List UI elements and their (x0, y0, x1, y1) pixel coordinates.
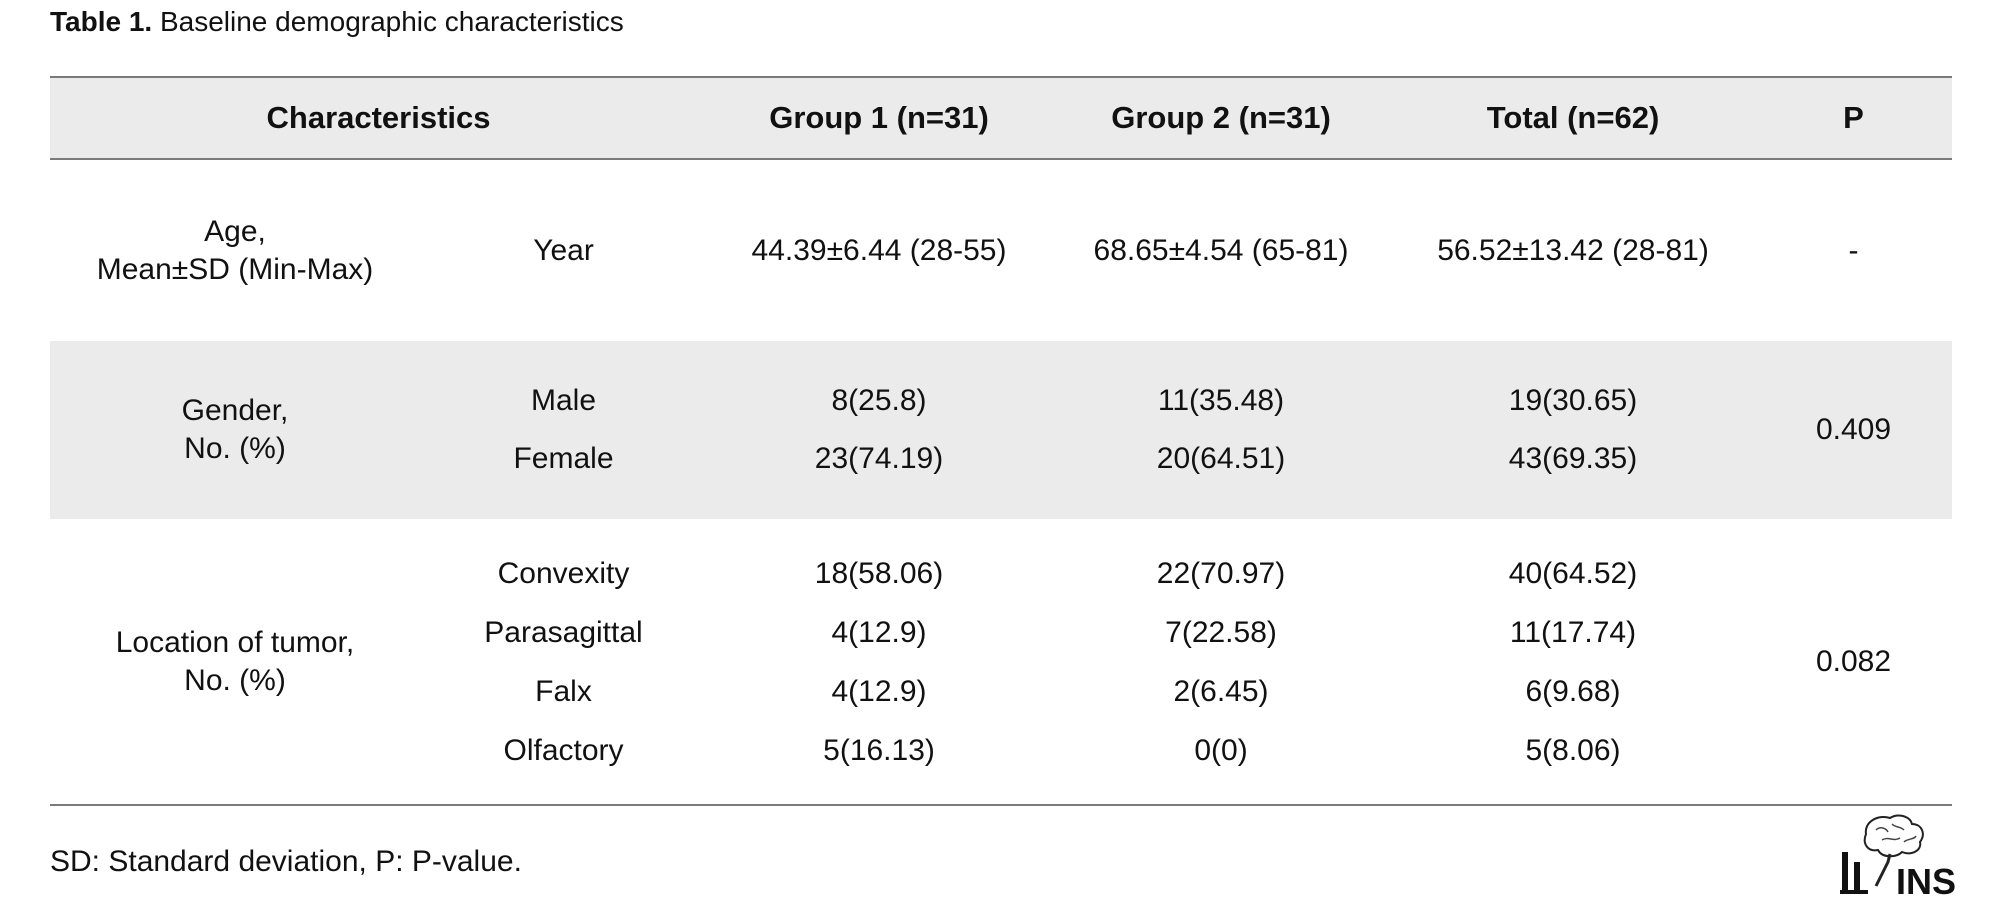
gender-group1-male: 8(25.8) (831, 384, 927, 417)
gender-p-cell: 0.409 (1815, 413, 1892, 446)
gender-group2-cell: 11(35.48) 20(64.51) (1051, 341, 1391, 519)
location-sub-falx: Falx (535, 674, 592, 708)
location-total-falx: 6(9.68) (1525, 674, 1621, 708)
table-row-gender: Gender, No. (%) Male Female 8(25.8) 23(7… (50, 341, 1953, 519)
age-label-line2: Mean±SD (Min-Max) (96, 252, 374, 286)
location-group1-falx: 4(12.9) (831, 674, 927, 708)
header-total: Total (n=62) (1391, 76, 1756, 160)
table-caption-label: Table 1. (50, 6, 153, 37)
gender-sub-female: Female (513, 442, 614, 475)
gender-sub-cell: Male Female (420, 341, 707, 519)
location-label-line1: Location of tumor, (115, 625, 355, 659)
location-sub-parasagittal: Parasagittal (484, 615, 643, 649)
location-total-convexity: 40(64.52) (1508, 556, 1638, 590)
location-sub-olfactory: Olfactory (503, 733, 624, 767)
location-label-cell: Location of tumor, No. (%) (50, 519, 420, 806)
location-total-parasagittal: 11(17.74) (1509, 615, 1637, 649)
table-header-row: Characteristics Group 1 (n=31) Group 2 (… (50, 76, 1953, 160)
location-group1-convexity: 18(58.06) (814, 556, 944, 590)
brain-spine-logo-icon: INS (1838, 812, 1958, 902)
gender-group1-female: 23(74.19) (814, 442, 944, 475)
location-group1-olfactory: 5(16.13) (823, 733, 935, 767)
demographics-table: Characteristics Group 1 (n=31) Group 2 (… (50, 76, 1953, 806)
gender-group1-cell: 8(25.8) 23(74.19) (707, 341, 1051, 519)
logo-text: INS (1896, 861, 1956, 898)
header-characteristics: Characteristics (50, 76, 708, 160)
gender-label-line2: No. (%) (184, 432, 286, 465)
table-row-age: Age, Mean±SD (Min-Max) Year 44.39±6.44 (… (50, 159, 1952, 341)
age-label-line1: Age, (204, 214, 266, 248)
location-label-line2: No. (%) (184, 663, 286, 697)
gender-label-line1: Gender, (181, 394, 289, 427)
location-group2-convexity: 22(70.97) (1156, 556, 1286, 590)
header-group1: Group 1 (n=31) (707, 76, 1052, 160)
gender-total-female: 43(69.35) (1508, 442, 1638, 475)
location-group2-falx: 2(6.45) (1173, 674, 1269, 708)
header-p: P (1755, 76, 1953, 160)
header-group2: Group 2 (n=31) (1051, 76, 1392, 160)
age-group1-cell: 44.39±6.44 (28-55) (751, 233, 1007, 267)
location-group1-parasagittal: 4(12.9) (831, 615, 927, 649)
table-caption-text: Baseline demographic characteristics (159, 6, 624, 37)
age-p-cell: - (1848, 233, 1859, 267)
gender-sub-male: Male (530, 384, 597, 417)
location-sub-cell: Convexity Parasagittal Falx Olfactory (420, 519, 708, 806)
gender-total-male: 19(30.65) (1508, 384, 1638, 417)
gender-total-cell: 19(30.65) 43(69.35) (1391, 341, 1755, 519)
age-total-cell: 56.52±13.42 (28-81) (1437, 233, 1709, 267)
table-footnote: SD: Standard deviation, P: P-value. (50, 845, 522, 878)
table-caption: Table 1. Baseline demographic characteri… (50, 2, 624, 42)
age-sub-cell: Year (533, 233, 594, 267)
gender-group2-male: 11(35.48) (1157, 384, 1285, 417)
location-total-cell: 40(64.52) 11(17.74) 6(9.68) 5(8.06) (1391, 519, 1756, 806)
location-total-olfactory: 5(8.06) (1525, 733, 1621, 767)
gender-group2-female: 20(64.51) (1156, 442, 1286, 475)
table-row-location: Location of tumor, No. (%) Convexity Par… (50, 519, 1953, 806)
age-label-cell: Age, Mean±SD (Min-Max) (50, 159, 420, 341)
age-group2-cell: 68.65±4.54 (65-81) (1093, 233, 1349, 267)
location-group2-olfactory: 0(0) (1194, 733, 1248, 767)
location-group2-cell: 22(70.97) 7(22.58) 2(6.45) 0(0) (1051, 519, 1392, 806)
location-group2-parasagittal: 7(22.58) (1165, 615, 1277, 649)
location-group1-cell: 18(58.06) 4(12.9) 4(12.9) 5(16.13) (707, 519, 1052, 806)
location-sub-convexity: Convexity (497, 556, 630, 590)
gender-label-cell: Gender, No. (%) (50, 341, 420, 519)
location-p-cell: 0.082 (1755, 519, 1953, 806)
